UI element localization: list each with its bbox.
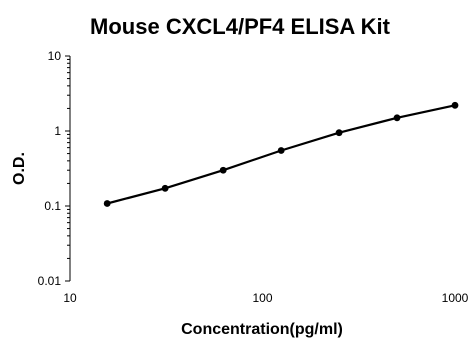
data-point xyxy=(103,200,111,207)
x-axis-ticks: 10 100 1000 xyxy=(63,291,468,305)
standard-curve-line xyxy=(106,104,456,205)
y-axis-label: O.D. xyxy=(11,152,28,185)
data-point xyxy=(335,129,343,137)
x-tick-label: 10 xyxy=(63,291,77,305)
y-tick-label: 10 xyxy=(48,49,62,63)
x-axis-label: Concentration(pg/ml) xyxy=(181,321,343,338)
chart-title: Mouse CXCL4/PF4 ELISA Kit xyxy=(90,14,391,39)
data-point xyxy=(393,114,401,122)
data-points xyxy=(103,101,459,207)
data-point xyxy=(277,147,285,154)
data-point xyxy=(219,166,227,174)
x-tick-label: 1000 xyxy=(442,291,469,305)
y-axis-ticks: 0.01 0.1 1 10 xyxy=(38,49,70,288)
y-tick-label: 1 xyxy=(54,124,61,138)
data-point xyxy=(161,184,169,192)
plot-area: 0.01 0.1 1 10 10 100 1000 xyxy=(38,49,469,305)
y-tick-label: 0.1 xyxy=(44,199,61,213)
y-tick-label: 0.01 xyxy=(38,274,62,288)
data-point xyxy=(451,101,459,109)
x-tick-label: 100 xyxy=(252,291,272,305)
